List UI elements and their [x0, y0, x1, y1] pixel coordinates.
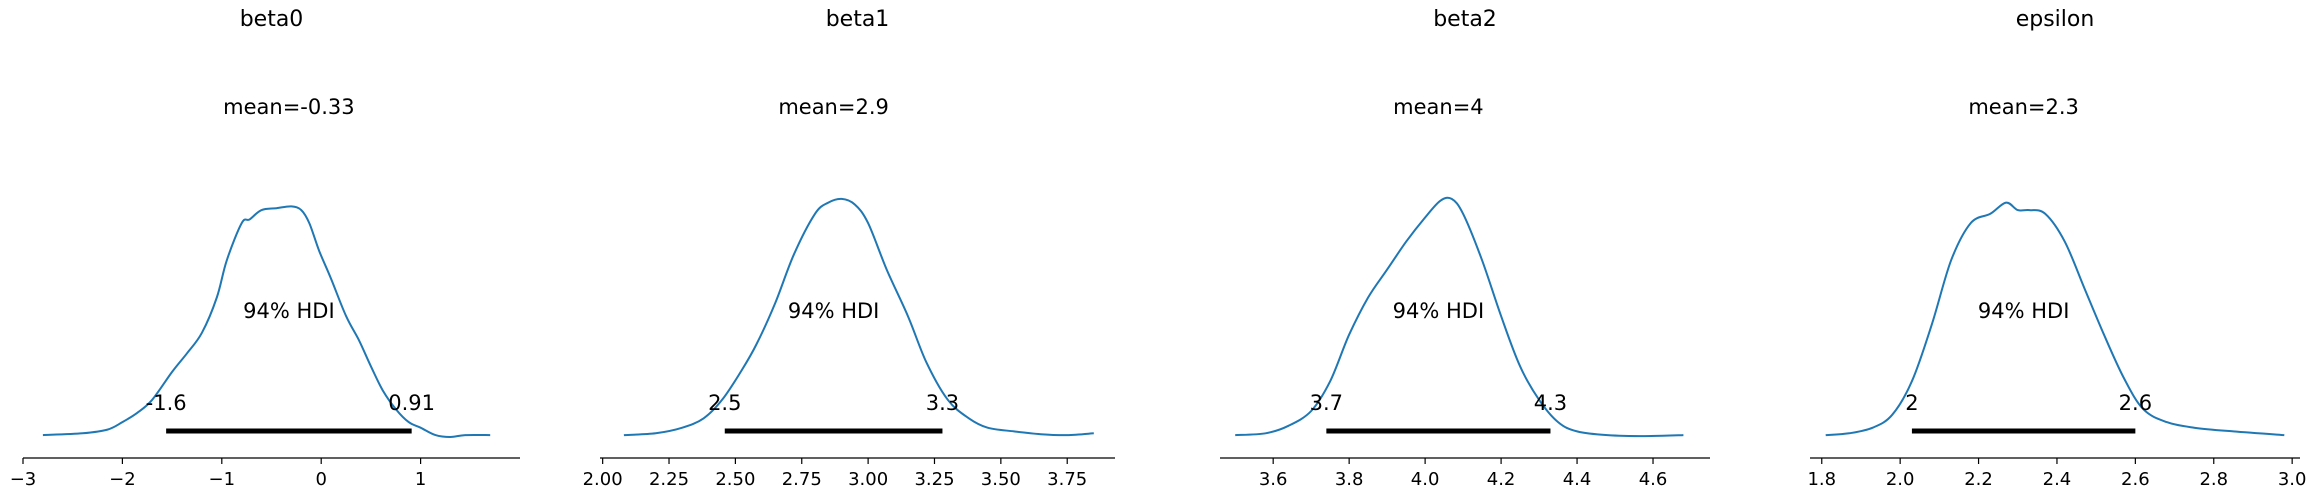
x-tick-label: −2 — [109, 469, 136, 490]
x-tick-label: 1.8 — [1807, 469, 1836, 490]
mean-label: mean=2.9 — [778, 95, 889, 119]
panel-title: beta2 — [1433, 7, 1497, 32]
x-tick-label: 2.75 — [782, 469, 822, 490]
x-tick-label: 2.00 — [583, 469, 623, 490]
x-tick-label: 3.50 — [981, 469, 1021, 490]
panel-epsilon: epsilon mean=2.3 94% HDI 2 2.6 1.8 2.0 2.2 2.4 2.… — [1807, 7, 2306, 490]
density-curve — [1825, 201, 2285, 437]
mean-label: mean=4 — [1393, 95, 1484, 119]
density-curve — [623, 197, 1094, 437]
hdi-label: 94% HDI — [788, 299, 880, 323]
density-curve — [42, 205, 491, 439]
x-tick-label: 2.0 — [1886, 469, 1915, 490]
hdi-high-label: 3.3 — [926, 391, 959, 415]
hdi-low-label: 3.7 — [1310, 391, 1343, 415]
x-tick-label: −3 — [10, 469, 37, 490]
x-tick-label: 2.50 — [715, 469, 755, 490]
hdi-label: 94% HDI — [1393, 299, 1485, 323]
panel-beta0: beta0 mean=-0.33 94% HDI -1.6 0.91 −3 −2 −1 0 1 — [10, 7, 520, 490]
mean-label: mean=-0.33 — [223, 95, 355, 119]
panel-title: epsilon — [2016, 7, 2095, 32]
x-tick-label: 1 — [415, 469, 426, 490]
hdi-low-label: 2.5 — [708, 391, 741, 415]
x-tick-label: −1 — [209, 469, 236, 490]
hdi-low-label: -1.6 — [146, 391, 187, 415]
x-tick-label: 2.25 — [649, 469, 689, 490]
hdi-low-label: 2 — [1905, 391, 1918, 415]
x-tick-label: 0 — [315, 469, 326, 490]
hdi-label: 94% HDI — [243, 299, 335, 323]
x-tick-label: 3.00 — [848, 469, 888, 490]
mean-label: mean=2.3 — [1968, 95, 2079, 119]
x-tick-label: 3.6 — [1259, 469, 1288, 490]
panel-beta1: beta1 mean=2.9 94% HDI 2.5 3.3 2.00 2.25 2.50 2.… — [583, 7, 1115, 490]
x-tick-label: 3.25 — [914, 469, 954, 490]
x-tick-label: 3.75 — [1047, 469, 1087, 490]
x-tick-label: 4.4 — [1563, 469, 1592, 490]
x-tick-label: 2.6 — [2121, 469, 2150, 490]
x-tick-label: 3.0 — [2278, 469, 2307, 490]
x-tick-label: 4.2 — [1487, 469, 1516, 490]
hdi-high-label: 2.6 — [2119, 391, 2152, 415]
panel-title: beta1 — [826, 7, 890, 32]
x-tick-label: 2.4 — [2043, 469, 2072, 490]
hdi-high-label: 0.91 — [388, 391, 435, 415]
density-curve — [1235, 196, 1684, 438]
x-tick-label: 4.0 — [1411, 469, 1440, 490]
x-tick-label: 4.6 — [1639, 469, 1668, 490]
hdi-high-label: 4.3 — [1534, 391, 1567, 415]
hdi-label: 94% HDI — [1978, 299, 2070, 323]
x-tick-label: 2.8 — [2199, 469, 2228, 490]
panel-title: beta0 — [240, 7, 304, 32]
x-tick-label: 3.8 — [1335, 469, 1364, 490]
panel-beta2: beta2 mean=4 94% HDI 3.7 4.3 3.6 3.8 4.0 4.2 4.4 4… — [1220, 7, 1710, 490]
x-tick-label: 2.2 — [1964, 469, 1993, 490]
